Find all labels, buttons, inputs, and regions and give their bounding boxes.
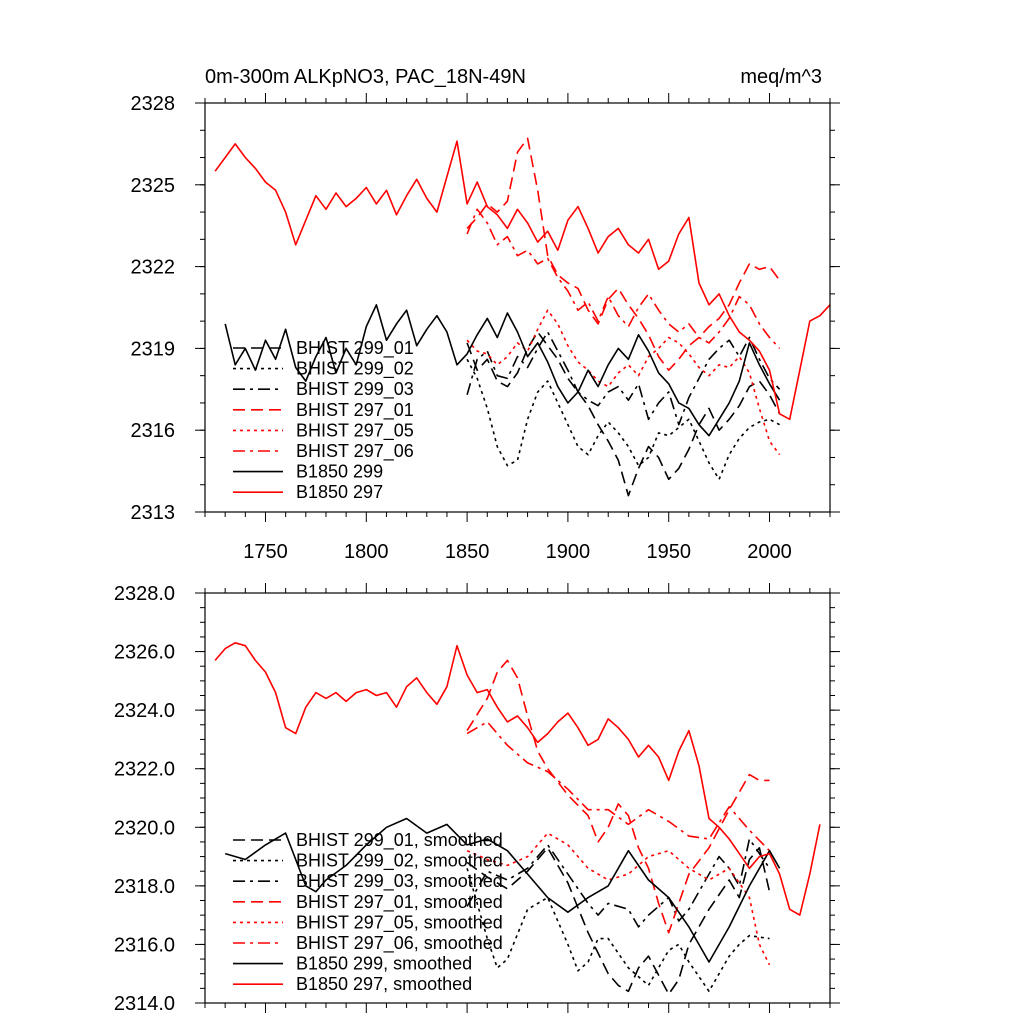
bottom-panel: 2314.0 2316.0 2318.0 2320.0 2322.0 2324.0 2326… — [114, 583, 840, 1015]
bottom-series-line-1 — [466, 847, 771, 995]
top-units: meq/m^3 — [740, 66, 822, 88]
top-x-tick-label: 1950 — [646, 541, 691, 563]
top-legend-label: BHIST 297_06 — [296, 441, 414, 462]
top-legend-label: BHIST 297_05 — [296, 420, 414, 441]
top-title: 0m-300m ALKpNO3, PAC_18N-49N — [205, 66, 526, 88]
bottom-series-line-6 — [466, 721, 771, 852]
bottom-legend-label: BHIST 299_01, smoothed — [296, 830, 503, 851]
top-legend-label: BHIST 299_01 — [296, 338, 414, 359]
top-series-line-2 — [466, 358, 780, 481]
bottom-y-tick-label: 2326.0 — [114, 642, 175, 664]
top-plot-area — [214, 137, 830, 497]
top-legend-label: B1850 299 — [296, 462, 383, 482]
top-y-tick-label: 2316 — [131, 420, 176, 442]
bottom-legend-label: BHIST 299_02, smoothed — [296, 851, 503, 872]
top-series-line-6 — [466, 208, 781, 349]
bottom-y-tick-label: 2320.0 — [114, 817, 175, 839]
top-series-line-8 — [214, 140, 830, 421]
bottom-series-line-5 — [466, 832, 771, 966]
top-frame — [204, 102, 831, 513]
bottom-legend-label: BHIST 297_06, smoothed — [296, 933, 503, 954]
top-x-tick-label: 1850 — [445, 541, 490, 563]
top-legend-label: BHIST 297_01 — [296, 400, 414, 421]
top-legend-label: BHIST 299_03 — [296, 379, 414, 400]
bottom-legend-label: B1850 297, smoothed — [296, 974, 472, 994]
bottom-y-tick-label: 2322.0 — [114, 759, 175, 781]
top-series-line-4 — [466, 137, 781, 371]
top-legend-label: BHIST 299_02 — [296, 359, 414, 380]
top-series-line-3 — [466, 331, 781, 426]
top-x-tick-label: 1900 — [546, 541, 591, 563]
bottom-y-tick-label: 2314.0 — [114, 993, 175, 1015]
top-legend-label: B1850 297 — [296, 482, 383, 502]
top-x-tick-label: 1750 — [243, 541, 288, 563]
bottom-y-tick-label: 2318.0 — [114, 876, 175, 898]
top-x-tick-label: 1800 — [344, 541, 389, 563]
bottom-series-line-4 — [466, 659, 770, 934]
bottom-series-line-3 — [466, 838, 771, 928]
top-series-line-7 — [224, 304, 781, 437]
bottom-y-tick-label: 2328.0 — [114, 583, 175, 605]
bottom-legend-label: BHIST 297_01, smoothed — [296, 892, 503, 913]
bottom-legend-label: B1850 299, smoothed — [296, 954, 472, 974]
top-series-line-1 — [466, 331, 781, 497]
bottom-legend-label: BHIST 299_03, smoothed — [296, 871, 503, 892]
top-y-tick-label: 2328 — [131, 93, 176, 115]
top-x-tick-label: 2000 — [747, 541, 792, 563]
bottom-series-line-7 — [224, 817, 781, 963]
bottom-series-line-8 — [214, 642, 821, 916]
top-y-tick-label: 2322 — [131, 257, 176, 279]
top-panel: 0m-300m ALKpNO3, PAC_18N-49N meq/m^3 175… — [131, 66, 840, 563]
bottom-legend-label: BHIST 297_05, smoothed — [296, 912, 503, 933]
bottom-y-tick-label: 2316.0 — [114, 934, 175, 956]
top-y-tick-label: 2313 — [131, 502, 176, 524]
top-series-line-5 — [466, 309, 781, 456]
bottom-y-tick-label: 2324.0 — [114, 700, 175, 722]
top-y-tick-label: 2325 — [131, 175, 176, 197]
top-y-tick-label: 2319 — [131, 338, 176, 360]
bottom-plot-area — [214, 642, 821, 995]
